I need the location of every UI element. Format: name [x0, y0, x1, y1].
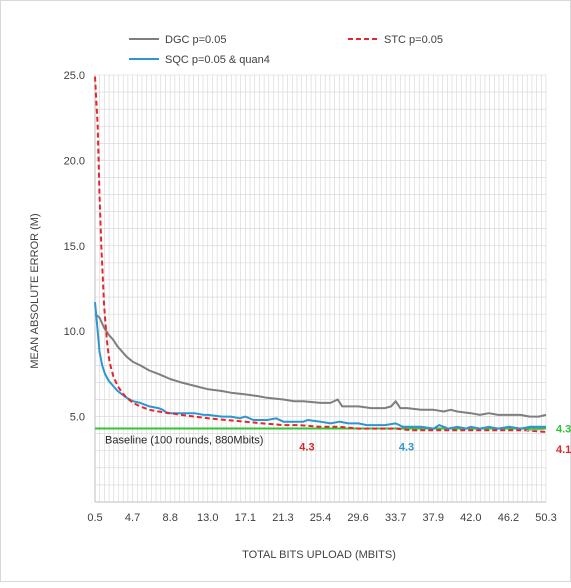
data-label: 4.3 — [399, 442, 414, 454]
x-tick-label: 29.6 — [347, 512, 368, 524]
y-axis-title: MEAN ABSOLUTE ERROR (M) — [29, 213, 41, 368]
x-tick-label: 25.4 — [310, 512, 331, 524]
x-tick-label: 13.0 — [197, 512, 218, 524]
x-axis-title: TOTAL BITS UPLOAD (MBITS) — [242, 549, 396, 561]
series-line-dgc — [94, 313, 547, 418]
x-tick-label: 50.3 — [535, 512, 556, 524]
x-tick-label: 42.0 — [460, 512, 481, 524]
x-tick-label: 17.1 — [235, 512, 256, 524]
baseline-label: Baseline (100 rounds, 880Mbits) — [105, 435, 263, 447]
legend-label: SQC p=0.05 & quan4 — [165, 54, 270, 66]
x-tick-label: 33.7 — [385, 512, 406, 524]
y-tick-label: 20.0 — [64, 155, 85, 167]
data-series: Baseline (100 rounds, 880Mbits) — [94, 76, 547, 447]
y-tick-label: 25.0 — [64, 70, 85, 82]
y-tick-label: 15.0 — [64, 241, 85, 253]
x-tick-label: 37.9 — [423, 512, 444, 524]
x-tick-label: 0.5 — [87, 512, 102, 524]
annotations: 4.3 4.1 4.3 4.3 — [299, 424, 571, 456]
annotation-leader — [525, 428, 545, 432]
legend-label: DGC p=0.05 — [165, 34, 226, 46]
y-tick-label: 5.0 — [70, 412, 85, 424]
axes: 0.5 4.7 8.8 13.0 17.1 21.3 25.4 29.6 33.7 37.9 42.… — [64, 70, 557, 524]
legend: DGC p=0.05 STC p=0.05 SQC p=0.05 & quan4 — [129, 34, 443, 66]
x-tick-label: 8.8 — [163, 512, 178, 524]
legend-label: STC p=0.05 — [384, 34, 443, 46]
grid-lines — [94, 74, 547, 503]
y-tick-label: 10.0 — [64, 326, 85, 338]
series-line-stc — [94, 76, 547, 433]
data-label: 4.3 — [556, 424, 571, 436]
data-label: 4.3 — [299, 442, 314, 454]
x-tick-label: 46.2 — [498, 512, 519, 524]
x-tick-label: 21.3 — [272, 512, 293, 524]
data-label: 4.1 — [556, 444, 571, 456]
x-tick-label: 4.7 — [125, 512, 140, 524]
